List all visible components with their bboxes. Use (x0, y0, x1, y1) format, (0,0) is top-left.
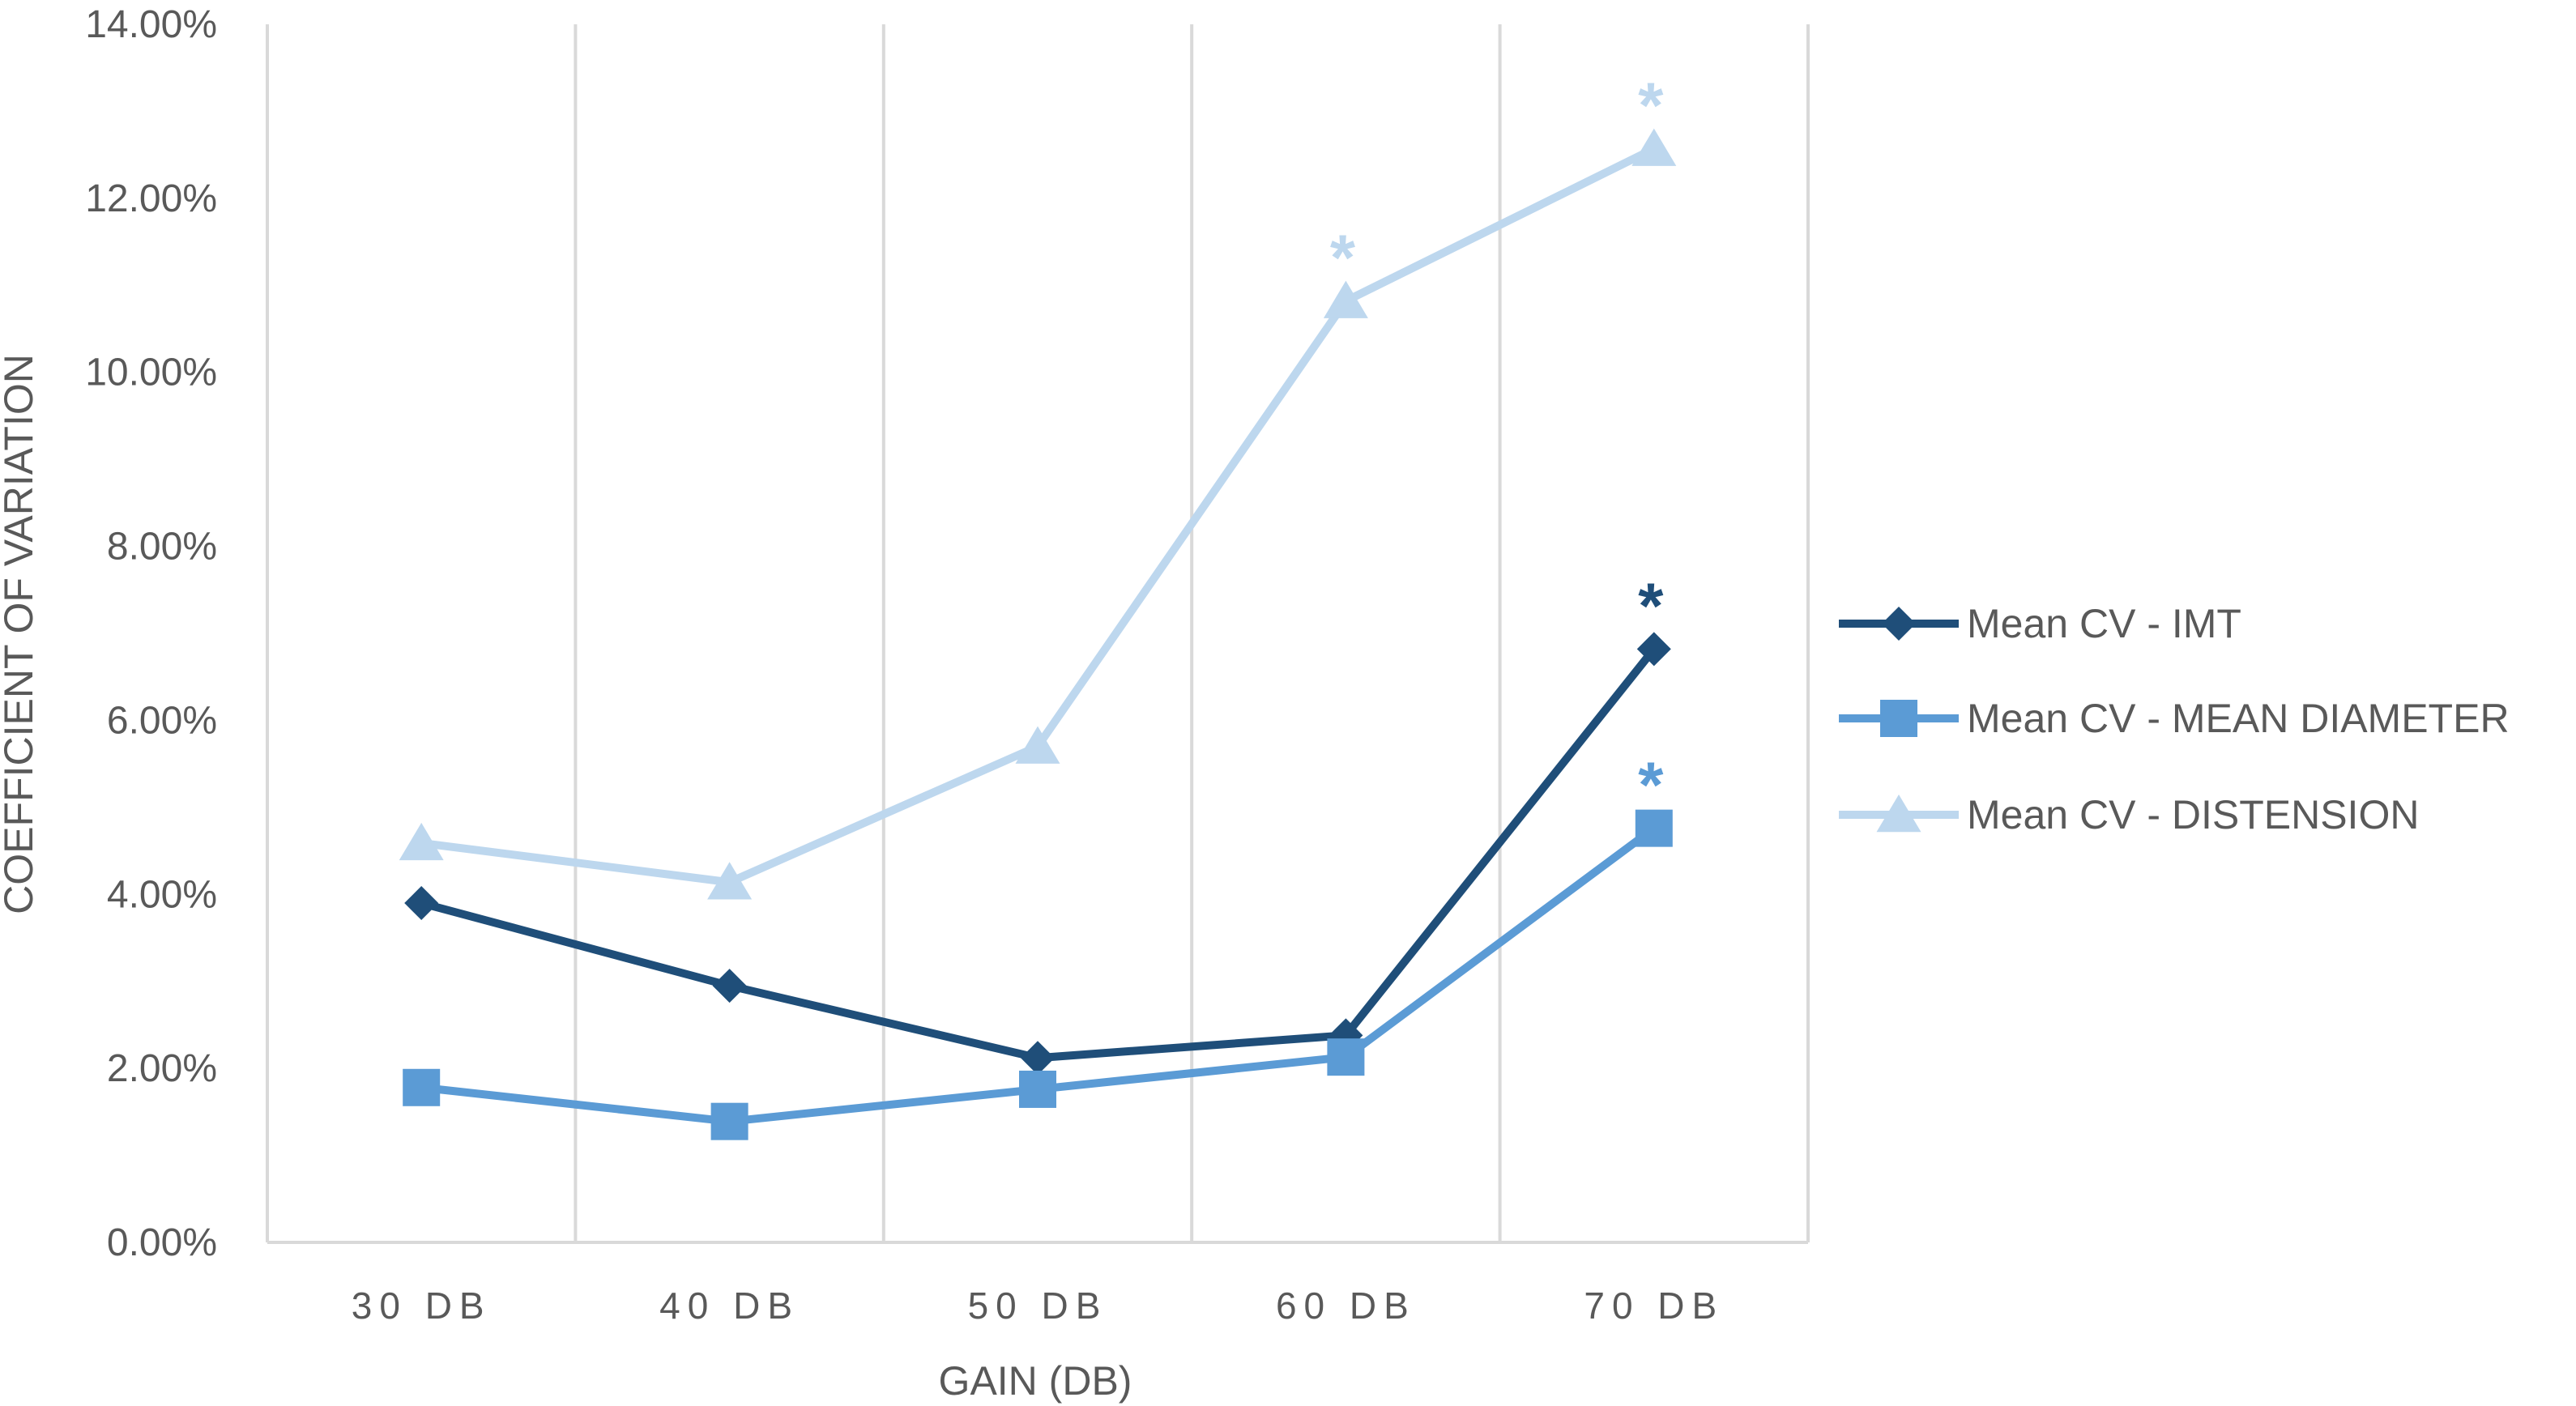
data-point-marker (710, 1102, 748, 1140)
legend-swatch-marker (1882, 607, 1916, 641)
legend-label: Mean CV - MEAN DIAMETER (1967, 696, 2510, 741)
data-point-marker (1021, 1041, 1055, 1076)
legend-label: Mean CV - IMT (1967, 601, 2241, 646)
x-tick-label: 50 DB (968, 1285, 1108, 1327)
y-tick-label: 2.00% (107, 1047, 217, 1090)
significance-marker: * (1330, 222, 1356, 294)
data-point-marker (1635, 809, 1673, 847)
legend-swatch-marker (1880, 700, 1917, 737)
data-point-marker (712, 969, 747, 1003)
x-tick-label: 70 DB (1584, 1285, 1724, 1327)
y-tick-label: 0.00% (107, 1221, 217, 1264)
series-layer (399, 128, 1677, 1140)
significance-marker: * (1638, 749, 1664, 821)
y-tick-label: 12.00% (85, 177, 217, 220)
data-point-marker (1323, 280, 1368, 318)
legend-swatch-marker (1876, 795, 1921, 833)
data-point-marker (404, 886, 439, 921)
data-point-marker (403, 1068, 441, 1106)
x-axis-title: GAIN (DB) (939, 1358, 1132, 1404)
series-line-1 (420, 646, 1657, 1063)
y-axis-title: COEFFICIENT OF VARIATION (0, 354, 41, 914)
x-tick-label: 40 DB (659, 1285, 800, 1327)
legend-label: Mean CV - DISTENSION (1967, 792, 2419, 837)
significance-marker: * (1638, 70, 1664, 142)
data-point-marker (707, 862, 753, 900)
data-point-marker (1015, 726, 1060, 764)
y-tick-label: 8.00% (107, 526, 217, 569)
axis-layer: 0.00% 2.00% 4.00% 6.00% 8.00% 10.00% 12.00% 14.… (85, 3, 1808, 1327)
y-tick-label: 10.00% (85, 352, 217, 394)
legend: Mean CV - IMT Mean CV - MEAN DIAMETER Mean… (1839, 601, 2510, 837)
data-point-marker (1327, 1038, 1365, 1076)
data-point-marker (1636, 632, 1671, 667)
annotation-layer: * * * * (1330, 70, 1664, 821)
y-tick-label: 6.00% (107, 699, 217, 742)
significance-marker: * (1638, 569, 1664, 641)
y-tick-label: 4.00% (107, 873, 217, 916)
data-point-marker (1631, 128, 1677, 166)
data-point-marker (399, 822, 444, 861)
x-tick-label: 60 DB (1276, 1285, 1416, 1327)
x-tick-label: 30 DB (352, 1285, 492, 1327)
data-point-marker (1019, 1070, 1056, 1108)
y-tick-label: 14.00% (85, 3, 217, 46)
series-line-3 (420, 145, 1657, 887)
